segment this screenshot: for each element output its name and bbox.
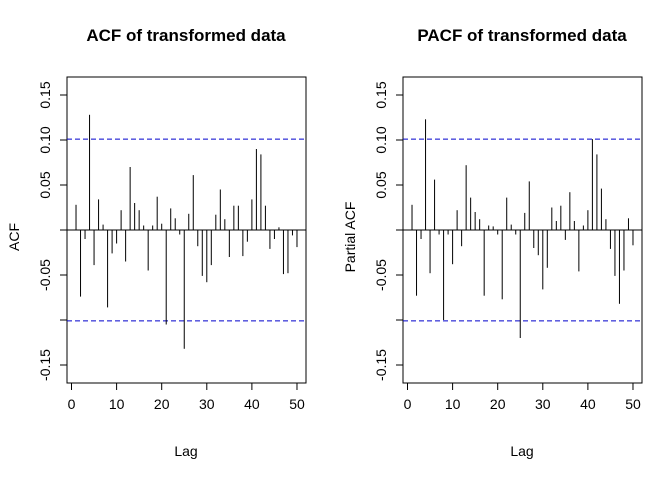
pacf-x-tick-label: 30 [535, 396, 551, 412]
acf-x-axis-label: Lag [174, 443, 197, 459]
acf-plot-area: 0 10 20 30 40 50 -0.15 -0.05 0.05 0.10 0.15 [37, 76, 307, 412]
acf-x-tick-label: 50 [289, 396, 305, 412]
pacf-x-axis-label: Lag [510, 443, 533, 459]
pacf-x-tick-label: 20 [490, 396, 506, 412]
pacf-x-tick-label: 10 [445, 396, 461, 412]
pacf-plot-area: 0 10 20 30 40 50 -0.15 -0.05 0.05 0.10 0.15 [373, 76, 643, 412]
pacf-x-tick-label: 40 [580, 396, 596, 412]
acf-y-tick-label: -0.05 [37, 259, 53, 291]
acf-x-tick-label: 0 [68, 396, 76, 412]
acf-x-tick-label: 10 [109, 396, 125, 412]
acf-x-tick-label: 30 [199, 396, 215, 412]
pacf-y-tick-label: 0.15 [373, 81, 389, 108]
acf-y-axis-label: ACF [6, 223, 22, 251]
pacf-y-tick-label: -0.05 [373, 259, 389, 291]
pacf-panel: PACF of transformed data Lag Partial ACF… [342, 26, 643, 459]
pacf-y-axis-label: Partial ACF [342, 202, 358, 273]
pacf-x-tick-label: 50 [625, 396, 641, 412]
acf-title: ACF of transformed data [86, 26, 286, 45]
pacf-y-tick-label: 0.10 [373, 126, 389, 153]
acf-y-tick-label: 0.05 [37, 171, 53, 198]
pacf-y-tick-label: -0.15 [373, 349, 389, 381]
pacf-title: PACF of transformed data [417, 26, 627, 45]
acf-y-tick-label: 0.15 [37, 81, 53, 108]
acf-panel: ACF of transformed data Lag ACF 0 10 20 30 4… [6, 26, 307, 459]
acf-y-tick-label: 0.10 [37, 126, 53, 153]
acf-x-tick-label: 20 [154, 396, 170, 412]
acf-y-tick-label: -0.15 [37, 349, 53, 381]
pacf-x-tick-label: 0 [404, 396, 412, 412]
acf-x-tick-label: 40 [244, 396, 260, 412]
pacf-y-tick-label: 0.05 [373, 171, 389, 198]
